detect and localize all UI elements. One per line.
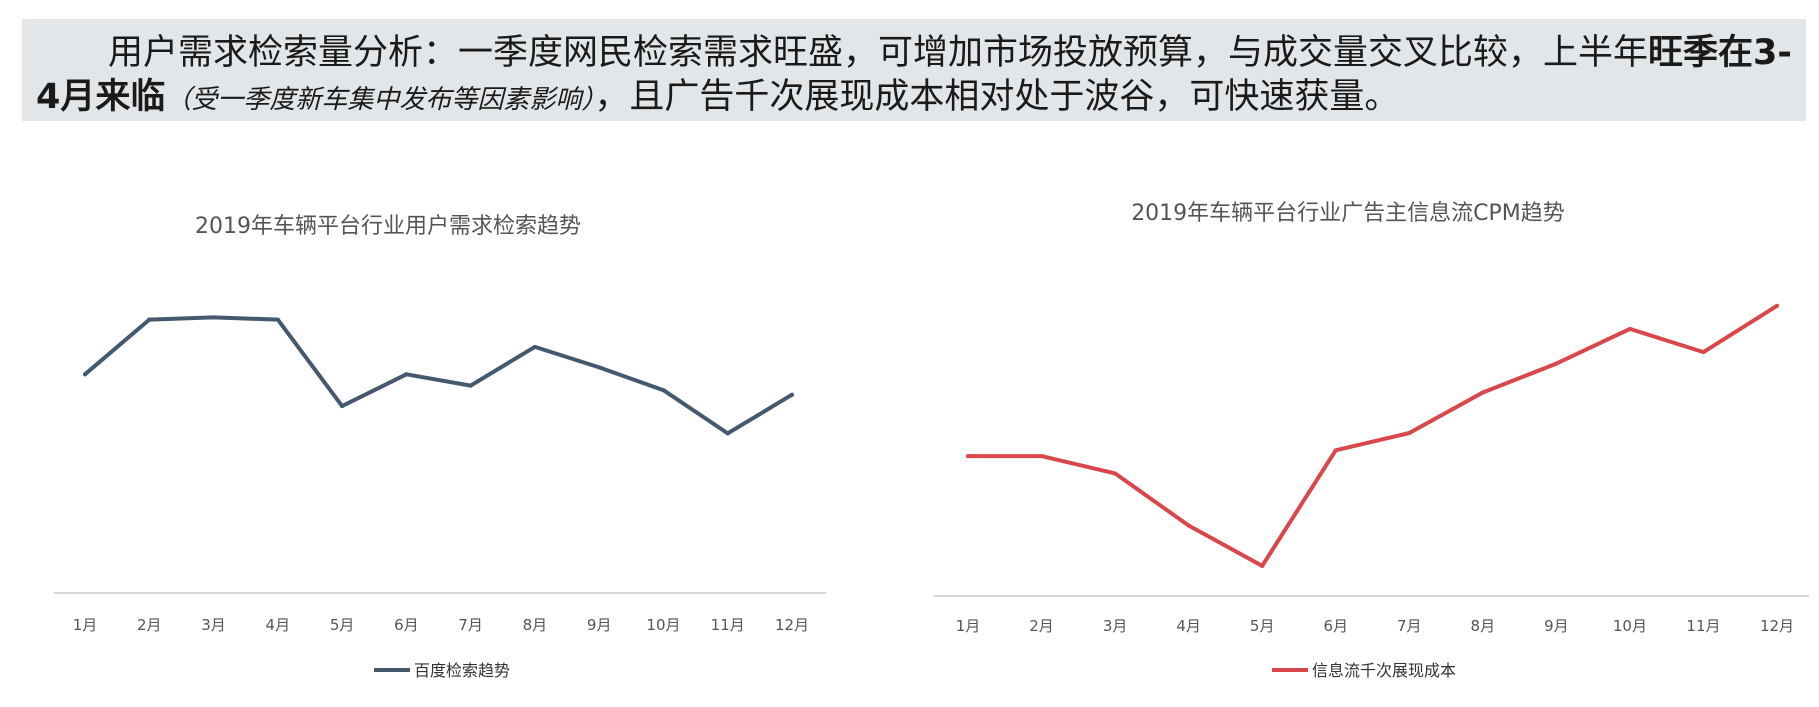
search-chart-data-point (468, 383, 473, 388)
cpm-trend-svg: 2019年车辆平台行业广告主信息流CPM趋势 1月 2月 3月 4月 5月 6月 7月 8月 9月… (934, 201, 1809, 680)
summary-note: （受一季度新车集中发布等因素影响） (165, 85, 595, 115)
search-chart-x-tick: 9月 (587, 616, 612, 634)
cpm-chart-series-line (966, 303, 1779, 568)
cpm-trend-chart: 2019年车辆平台行业广告主信息流CPM趋势 1月 2月 3月 4月 5月 6月 7月 8月 9月… (920, 150, 1819, 703)
summary-highlight: 旺季在3-4月来临 (36, 33, 1792, 117)
search-chart-x-tick: 1月 (73, 616, 98, 634)
cpm-chart-data-point (1260, 563, 1265, 568)
search-chart-data-point (597, 365, 602, 370)
cpm-chart-x-tick: 5月 (1250, 617, 1275, 635)
cpm-chart-data-point (1039, 454, 1044, 459)
cpm-chart-data-point (966, 454, 970, 459)
search-chart-data-point (83, 372, 87, 377)
cpm-chart-x-tick: 1月 (956, 617, 981, 635)
search-chart-x-tick: 11月 (711, 616, 745, 634)
search-chart-x-tick: 4月 (266, 616, 291, 634)
cpm-chart-x-tick: 9月 (1544, 617, 1569, 635)
search-chart-data-point (211, 315, 216, 320)
search-chart-data-point (147, 317, 152, 322)
cpm-chart-x-tick: 7月 (1397, 617, 1422, 635)
search-chart-data-point (340, 404, 345, 409)
search-chart-x-tick: 3月 (201, 616, 226, 634)
search-trend-chart: 2019年车辆平台行业用户需求检索趋势 1月 2月 3月 4月 5月 6月 7月 8月 9月 10月… (40, 150, 840, 703)
search-chart-data-point (661, 388, 666, 393)
cpm-chart-x-tick: 3月 (1103, 617, 1128, 635)
cpm-chart-title: 2019年车辆平台行业广告主信息流CPM趋势 (1131, 201, 1565, 226)
search-chart-data-point (790, 392, 794, 397)
search-chart-x-tick: 8月 (523, 616, 548, 634)
search-chart-x-tick: 10月 (646, 616, 680, 634)
search-chart-x-tick: 7月 (458, 616, 483, 634)
cpm-chart-x-tick: 6月 (1323, 617, 1348, 635)
cpm-chart-data-point (1554, 361, 1559, 366)
search-chart-data-point (532, 344, 537, 349)
cpm-chart-data-point (1113, 471, 1118, 476)
search-chart-x-tick: 6月 (394, 616, 419, 634)
cpm-chart-data-point (1333, 448, 1338, 453)
cpm-chart-x-tick: 4月 (1176, 617, 1201, 635)
search-chart-data-point (275, 317, 280, 322)
cpm-chart-data-point (1775, 303, 1779, 308)
search-chart-x-tick: 2月 (137, 616, 162, 634)
summary-banner: 用户需求检索量分析：一季度网民检索需求旺盛，可增加市场投放预算，与成交量交叉比较… (22, 19, 1806, 121)
cpm-chart-legend-label: 信息流千次展现成本 (1312, 661, 1456, 680)
search-chart-data-point (725, 431, 730, 436)
cpm-chart-x-tick: 10月 (1613, 617, 1647, 635)
cpm-chart-x-tick: 11月 (1686, 617, 1720, 635)
cpm-chart-x-tick: 2月 (1029, 617, 1054, 635)
search-chart-legend-label: 百度检索趋势 (414, 661, 510, 680)
summary-part1: 用户需求检索量分析：一季度网民检索需求旺盛，可增加市场投放预算，与成交量交叉比较… (108, 33, 1649, 73)
search-chart-title: 2019年车辆平台行业用户需求检索趋势 (195, 214, 581, 239)
search-chart-series-line (83, 315, 794, 436)
cpm-chart-x-tick: 8月 (1471, 617, 1496, 635)
cpm-chart-data-point (1480, 390, 1485, 395)
summary-part2: ，且广告千次展现成本相对处于波谷，可快速获量。 (594, 77, 1400, 117)
cpm-chart-data-point (1701, 350, 1706, 355)
search-chart-x-tick: 12月 (775, 616, 809, 634)
cpm-chart-x-tick: 12月 (1760, 617, 1794, 635)
cpm-chart-data-point (1186, 523, 1191, 528)
summary-text: 用户需求检索量分析：一季度网民检索需求旺盛，可增加市场投放预算，与成交量交叉比较… (36, 31, 1792, 122)
search-trend-svg: 2019年车辆平台行业用户需求检索趋势 1月 2月 3月 4月 5月 6月 7月 8月 9月 10月… (54, 214, 826, 680)
cpm-chart-data-point (1407, 430, 1412, 435)
search-chart-data-point (404, 372, 409, 377)
search-chart-x-tick: 5月 (330, 616, 355, 634)
cpm-chart-data-point (1627, 326, 1632, 331)
